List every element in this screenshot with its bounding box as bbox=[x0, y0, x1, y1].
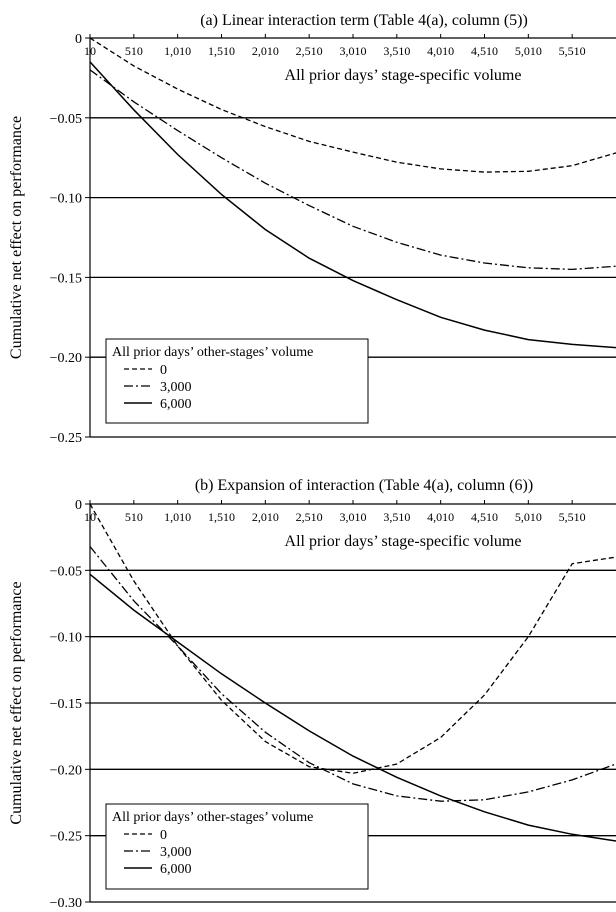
legend-entry-label: 0 bbox=[160, 363, 167, 378]
y-axis-label: Cumulative net effect on performance bbox=[8, 581, 25, 824]
x-tick-label: 510 bbox=[125, 44, 143, 58]
x-tick-label: 10 bbox=[84, 44, 96, 58]
legend-entry-label: 0 bbox=[160, 828, 167, 843]
y-tick-label: −0.25 bbox=[50, 830, 82, 845]
x-tick-label: 3,510 bbox=[383, 44, 410, 58]
x-tick-label: 4,510 bbox=[471, 44, 498, 58]
y-tick-label: 0 bbox=[75, 498, 82, 513]
legend-title: All prior days’ other-stages’ volume bbox=[112, 345, 313, 360]
x-axis-label: All prior days’ stage-specific volume bbox=[285, 533, 522, 550]
x-tick-label: 10 bbox=[84, 510, 96, 524]
y-tick-label: −0.20 bbox=[50, 763, 82, 778]
x-tick-label: 2,010 bbox=[252, 510, 279, 524]
x-tick-label: 4,510 bbox=[471, 510, 498, 524]
x-tick-label: 2,510 bbox=[296, 44, 323, 58]
y-tick-label: −0.30 bbox=[50, 896, 82, 911]
y-tick-label: −0.20 bbox=[50, 351, 82, 366]
x-tick-label: 5,010 bbox=[515, 44, 542, 58]
series-line-solid bbox=[89, 573, 616, 842]
x-axis-label: All prior days’ stage-specific volume bbox=[285, 67, 522, 84]
x-tick-label: 510 bbox=[125, 510, 143, 524]
series-line-solid bbox=[89, 61, 616, 349]
legend-title: All prior days’ other-stages’ volume bbox=[112, 810, 313, 825]
y-tick-label: −0.15 bbox=[50, 697, 82, 712]
legend-entry-label: 3,000 bbox=[160, 380, 192, 395]
legend-entry-label: 3,000 bbox=[160, 845, 192, 860]
x-tick-label: 3,010 bbox=[340, 510, 367, 524]
series-line-dashed bbox=[89, 37, 616, 173]
chart-title: (a) Linear interaction term (Table 4(a),… bbox=[200, 12, 528, 29]
legend-box bbox=[105, 338, 369, 424]
x-tick-label: 4,010 bbox=[427, 44, 454, 58]
x-tick-label: 1,510 bbox=[208, 510, 235, 524]
x-tick-label: 2,010 bbox=[252, 44, 279, 58]
x-tick-label: 2,510 bbox=[296, 510, 323, 524]
y-tick-label: 0 bbox=[75, 32, 82, 47]
x-tick-label: 1,010 bbox=[164, 510, 191, 524]
x-tick-label: 4,010 bbox=[427, 510, 454, 524]
chart-title: (b) Expansion of interaction (Table 4(a)… bbox=[195, 477, 533, 494]
y-tick-label: −0.10 bbox=[50, 192, 82, 207]
y-tick-label: −0.25 bbox=[50, 431, 82, 446]
series-line-dash-dot bbox=[89, 69, 616, 271]
x-tick-label: 3,510 bbox=[383, 510, 410, 524]
x-tick-label: 3,010 bbox=[340, 44, 367, 58]
x-tick-label: 5,510 bbox=[559, 510, 586, 524]
x-tick-label: 1,510 bbox=[208, 44, 235, 58]
y-tick-label: −0.15 bbox=[50, 271, 82, 286]
x-tick-label: 1,010 bbox=[164, 44, 191, 58]
legend-entry-label: 6,000 bbox=[160, 862, 192, 877]
y-tick-label: −0.10 bbox=[50, 631, 82, 646]
y-axis-label: Cumulative net effect on performance bbox=[8, 116, 25, 359]
legend-entry-label: 6,000 bbox=[160, 397, 192, 412]
series-line-dash-dot bbox=[89, 546, 616, 802]
y-tick-label: −0.05 bbox=[50, 564, 82, 579]
x-tick-label: 5,010 bbox=[515, 510, 542, 524]
legend-box bbox=[105, 803, 369, 890]
x-tick-label: 5,510 bbox=[559, 44, 586, 58]
y-tick-label: −0.05 bbox=[50, 112, 82, 127]
